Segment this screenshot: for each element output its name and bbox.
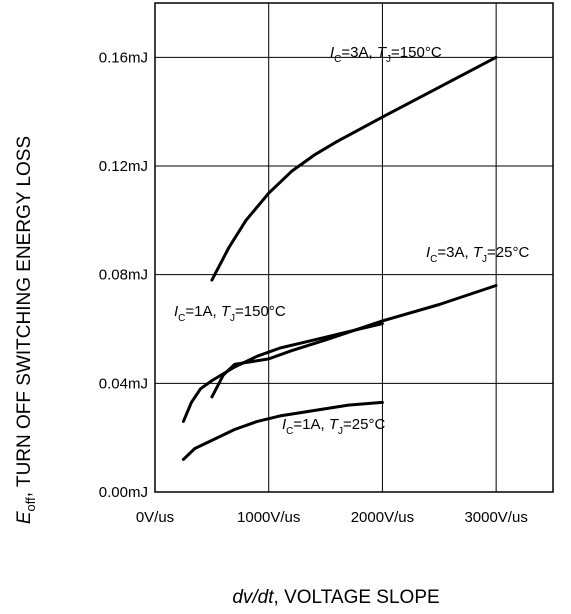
x-tick-label-0: 0V/us (136, 509, 174, 526)
y-tick-label-0: 0.00mJ (99, 484, 148, 501)
y-tick-label-3: 0.12mJ (99, 158, 148, 175)
curve-label-ic1a-tj150: IC=1A, TJ=150°C (174, 303, 286, 324)
curve-label-ic1a-tj25: IC=1A, TJ=25°C (282, 416, 385, 437)
x-axis-title: dv/dt, VOLTAGE SLOPE (232, 587, 439, 608)
y-tick-label-1: 0.04mJ (99, 375, 148, 392)
series-line-ic1a_tj25 (181, 400, 384, 461)
x-tick-labels: 0V/us 1000V/us 2000V/us 3000V/us (136, 509, 528, 526)
series-line-ic1a_tj150 (181, 322, 384, 423)
x-tick-label-1: 1000V/us (237, 509, 300, 526)
plot-frame (154, 2, 554, 493)
y-tick-labels: 0.00mJ 0.04mJ 0.08mJ 0.12mJ 0.16mJ (99, 49, 148, 501)
x-tick-label-3: 3000V/us (464, 509, 527, 526)
series-line-ic3a_tj150 (210, 55, 498, 282)
curve-label-ic3a-tj25: IC=3A, TJ=25°C (426, 244, 529, 265)
y-tick-label-4: 0.16mJ (99, 49, 148, 66)
y-axis-title: Eoff, TURN OFF SWITCHING ENERGY LOSS (14, 136, 38, 524)
x-tick-label-2: 2000V/us (351, 509, 414, 526)
y-tick-label-2: 0.08mJ (99, 267, 148, 284)
series-lines (181, 55, 498, 461)
curve-label-ic3a-tj150: IC=3A, TJ=150°C (330, 44, 442, 65)
